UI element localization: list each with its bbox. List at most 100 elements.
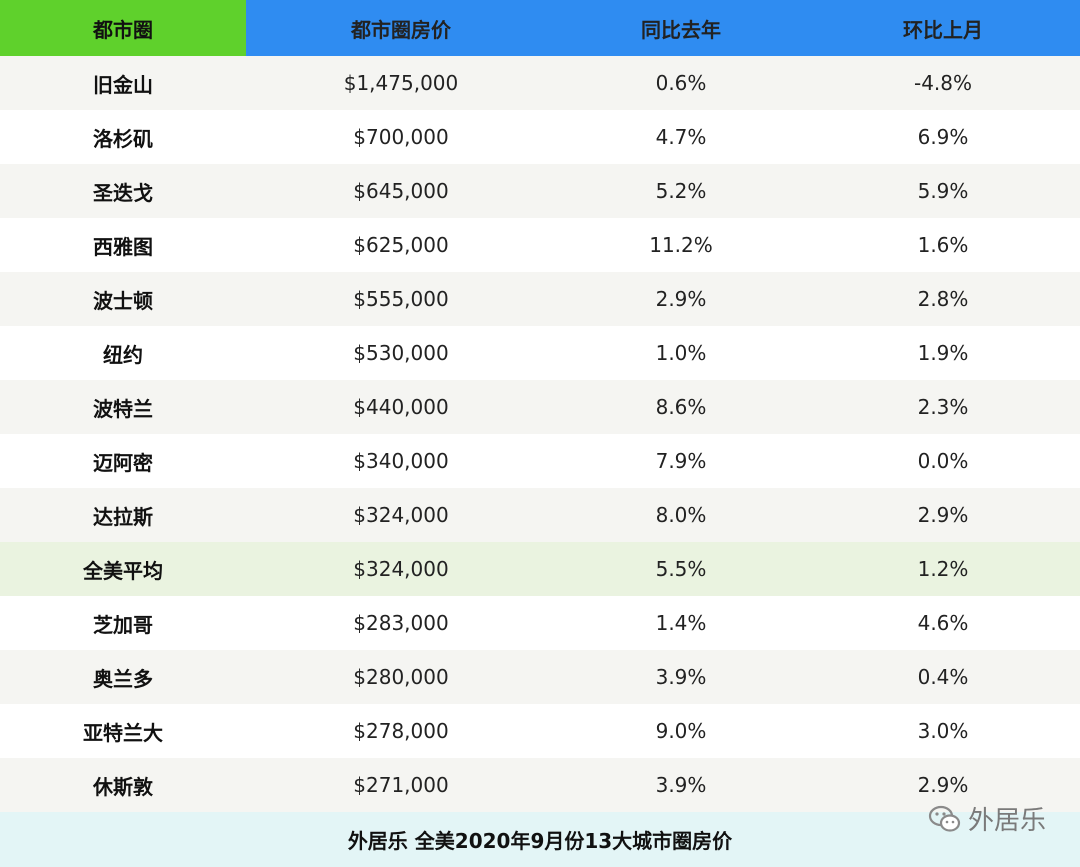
mom-cell: -4.8%: [806, 56, 1080, 110]
price-value: $700,000: [353, 125, 449, 149]
mom-cell: 1.6%: [806, 218, 1080, 272]
price-value: $530,000: [353, 341, 449, 365]
mom-cell: 5.9%: [806, 164, 1080, 218]
metro-name: 波士顿: [93, 288, 153, 313]
header-label: 都市圈房价: [351, 17, 451, 42]
yoy-value: 5.2%: [655, 179, 707, 203]
yoy-cell: 9.0%: [556, 704, 806, 758]
price-cell: $625,000: [246, 218, 556, 272]
metro-cell: 波特兰: [0, 380, 246, 434]
mom-cell: 6.9%: [806, 110, 1080, 164]
header-label: 环比上月: [903, 17, 983, 42]
table-row: 旧金山 $1,475,000 0.6% -4.8%: [0, 56, 1080, 110]
mom-value: 1.6%: [917, 233, 969, 257]
metro-name: 波特兰: [93, 396, 153, 421]
metro-cell: 洛杉矶: [0, 110, 246, 164]
yoy-value: 3.9%: [655, 665, 707, 689]
metro-cell: 休斯敦: [0, 758, 246, 812]
table-row: 西雅图 $625,000 11.2% 1.6%: [0, 218, 1080, 272]
price-value: $645,000: [353, 179, 449, 203]
price-cell: $324,000: [246, 488, 556, 542]
mom-value: 1.9%: [917, 341, 969, 365]
metro-name: 纽约: [103, 342, 143, 367]
mom-value: 2.9%: [917, 773, 969, 797]
mom-value: 2.3%: [917, 395, 969, 419]
price-cell: $283,000: [246, 596, 556, 650]
table-row: 迈阿密 $340,000 7.9% 0.0%: [0, 434, 1080, 488]
mom-cell: 2.9%: [806, 488, 1080, 542]
metro-cell: 波士顿: [0, 272, 246, 326]
price-value: $324,000: [353, 557, 449, 581]
metro-cell: 圣迭戈: [0, 164, 246, 218]
price-value: $280,000: [353, 665, 449, 689]
metro-name: 休斯敦: [93, 774, 153, 799]
price-cell: $440,000: [246, 380, 556, 434]
mom-value: 3.0%: [917, 719, 969, 743]
yoy-value: 4.7%: [655, 125, 707, 149]
price-cell: $280,000: [246, 650, 556, 704]
header-label: 同比去年: [641, 17, 721, 42]
table-row-national-average: 全美平均 $324,000 5.5% 1.2%: [0, 542, 1080, 596]
table-row: 芝加哥 $283,000 1.4% 4.6%: [0, 596, 1080, 650]
mom-cell: 0.0%: [806, 434, 1080, 488]
metro-name: 芝加哥: [93, 612, 153, 637]
table-row: 达拉斯 $324,000 8.0% 2.9%: [0, 488, 1080, 542]
metro-cell: 全美平均: [0, 542, 246, 596]
mom-value: 2.8%: [917, 287, 969, 311]
table-row: 纽约 $530,000 1.0% 1.9%: [0, 326, 1080, 380]
table-row: 圣迭戈 $645,000 5.2% 5.9%: [0, 164, 1080, 218]
watermark-text: 外居乐: [967, 806, 1046, 836]
mom-cell: 2.8%: [806, 272, 1080, 326]
price-value: $340,000: [353, 449, 449, 473]
metro-name: 迈阿密: [93, 450, 153, 475]
price-cell: $324,000: [246, 542, 556, 596]
metro-name: 全美平均: [83, 558, 163, 583]
yoy-value: 1.0%: [655, 341, 707, 365]
header-cell-yoy: 同比去年: [556, 0, 806, 56]
metro-cell: 西雅图: [0, 218, 246, 272]
yoy-cell: 2.9%: [556, 272, 806, 326]
yoy-cell: 0.6%: [556, 56, 806, 110]
table-row: 休斯敦 $271,000 3.9% 2.9%: [0, 758, 1080, 812]
mom-value: 5.9%: [917, 179, 969, 203]
yoy-value: 7.9%: [655, 449, 707, 473]
price-value: $625,000: [353, 233, 449, 257]
price-cell: $700,000: [246, 110, 556, 164]
housing-price-table: 都市圈 都市圈房价 同比去年 环比上月 旧金山 $1,475,000 0.6% …: [0, 0, 1080, 812]
header-label: 都市圈: [93, 17, 153, 42]
metro-cell: 迈阿密: [0, 434, 246, 488]
metro-cell: 达拉斯: [0, 488, 246, 542]
price-value: $271,000: [353, 773, 449, 797]
price-value: $555,000: [353, 287, 449, 311]
metro-cell: 纽约: [0, 326, 246, 380]
table-row: 亚特兰大 $278,000 9.0% 3.0%: [0, 704, 1080, 758]
price-cell: $278,000: [246, 704, 556, 758]
watermark: 外居乐: [928, 800, 1046, 837]
metro-cell: 奥兰多: [0, 650, 246, 704]
table-row: 波特兰 $440,000 8.6% 2.3%: [0, 380, 1080, 434]
price-cell: $555,000: [246, 272, 556, 326]
table-footer: 外居乐 全美2020年9月份13大城市圈房价: [0, 812, 1080, 867]
table-row: 奥兰多 $280,000 3.9% 0.4%: [0, 650, 1080, 704]
yoy-value: 11.2%: [649, 233, 713, 257]
yoy-value: 0.6%: [655, 71, 707, 95]
mom-cell: 3.0%: [806, 704, 1080, 758]
mom-value: 1.2%: [917, 557, 969, 581]
header-cell-mom: 环比上月: [806, 0, 1080, 56]
mom-cell: 2.3%: [806, 380, 1080, 434]
mom-cell: 0.4%: [806, 650, 1080, 704]
price-cell: $530,000: [246, 326, 556, 380]
yoy-cell: 8.0%: [556, 488, 806, 542]
metro-name: 圣迭戈: [93, 180, 153, 205]
mom-value: -4.8%: [913, 71, 973, 95]
metro-cell: 亚特兰大: [0, 704, 246, 758]
mom-value: 2.9%: [917, 503, 969, 527]
footer-title: 外居乐 全美2020年9月份13大城市圈房价: [347, 829, 733, 853]
yoy-cell: 4.7%: [556, 110, 806, 164]
table-row: 波士顿 $555,000 2.9% 2.8%: [0, 272, 1080, 326]
yoy-cell: 3.9%: [556, 758, 806, 812]
price-cell: $645,000: [246, 164, 556, 218]
yoy-cell: 5.5%: [556, 542, 806, 596]
table-header-row: 都市圈 都市圈房价 同比去年 环比上月: [0, 0, 1080, 56]
